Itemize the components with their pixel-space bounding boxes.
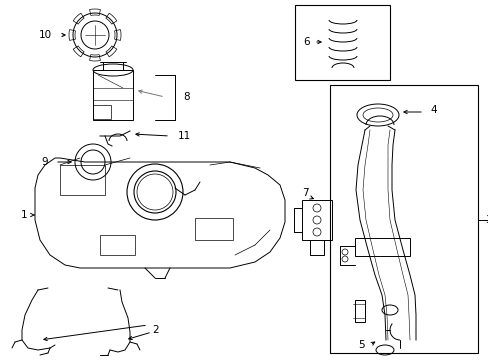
Bar: [354, 300, 364, 322]
Text: 9: 9: [41, 157, 48, 167]
Text: 6: 6: [303, 37, 309, 47]
Bar: [195, 218, 232, 240]
Text: 8: 8: [183, 92, 189, 102]
Text: 5: 5: [358, 340, 364, 350]
Bar: [329, 85, 477, 353]
Bar: [60, 165, 105, 195]
Text: 1: 1: [20, 210, 27, 220]
Bar: [100, 235, 135, 255]
Bar: [354, 238, 409, 256]
Bar: [302, 200, 331, 240]
Text: 11: 11: [178, 131, 191, 141]
Text: 4: 4: [429, 105, 436, 115]
Text: 7: 7: [301, 188, 307, 198]
Text: 2: 2: [152, 325, 158, 335]
Bar: [93, 105, 111, 119]
Text: 10: 10: [39, 30, 52, 40]
Bar: [294, 5, 389, 80]
Text: 3: 3: [484, 215, 488, 225]
Bar: [93, 70, 133, 120]
